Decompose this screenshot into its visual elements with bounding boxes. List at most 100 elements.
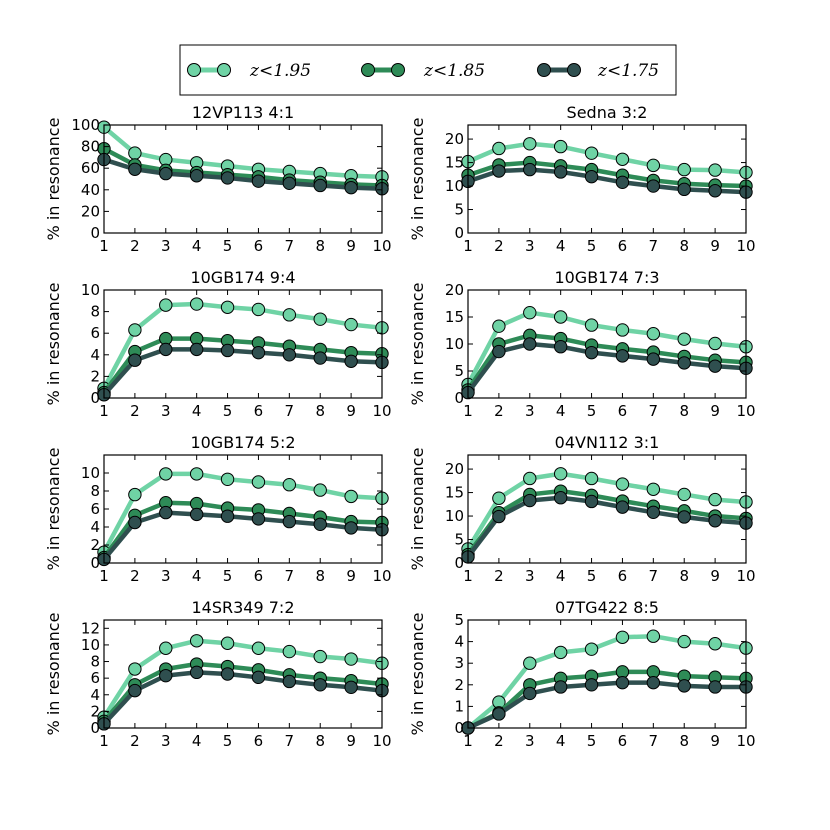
data-point (313, 351, 327, 365)
panel-title: 12VP113 4:1 (192, 103, 294, 122)
legend-label-1: z<1.85 (423, 61, 485, 81)
data-point (646, 505, 661, 519)
data-point (646, 352, 661, 366)
x-tick-label: 7 (649, 237, 659, 255)
x-tick-label: 1 (463, 567, 473, 585)
series-line-0 (466, 310, 747, 386)
x-tick-label: 3 (525, 237, 535, 255)
x-tick-label: 7 (649, 402, 659, 420)
series-group (461, 467, 753, 564)
y-tick-label: 0 (454, 224, 464, 242)
x-tick-label: 8 (679, 237, 689, 255)
data-point (282, 348, 297, 362)
x-tick-label: 3 (161, 567, 171, 585)
data-point (584, 318, 599, 332)
y-tick-label: 3 (454, 654, 464, 672)
data-point (128, 487, 142, 502)
y-tick-label: 10 (445, 335, 464, 353)
x-tick-label: 10 (736, 237, 755, 255)
y-tick-label: 12 (81, 619, 100, 637)
y-tick-label: 4 (90, 686, 100, 704)
y-tick-label: 5 (454, 201, 464, 219)
data-point (492, 491, 506, 505)
data-point (646, 179, 661, 193)
x-tick-label: 2 (494, 402, 504, 420)
x-tick-label: 7 (285, 567, 295, 585)
data-point (553, 310, 568, 324)
data-point (282, 308, 297, 322)
data-point (128, 515, 142, 530)
axes-frame (467, 619, 747, 729)
data-point (584, 169, 599, 184)
x-tick-label: 9 (710, 567, 720, 585)
data-point (523, 656, 537, 670)
y-tick-label: 20 (81, 202, 100, 220)
panel-title: 04VN112 3:1 (555, 433, 660, 452)
series-line-2 (102, 347, 383, 397)
y-tick-label: 80 (81, 138, 100, 156)
data-point (344, 489, 358, 504)
data-point (251, 302, 266, 317)
axes-frame (103, 619, 383, 729)
data-point (646, 158, 661, 173)
data-point (251, 670, 266, 685)
data-point (282, 176, 297, 191)
y-tick-label: 20 (445, 281, 464, 299)
legend-label-0: z<1.95 (249, 61, 311, 81)
data-point (615, 349, 630, 363)
series-line-0 (102, 125, 383, 180)
data-point (553, 491, 568, 505)
data-point (492, 164, 506, 178)
panel-title: 07TG422 8:5 (555, 598, 659, 617)
data-point (282, 644, 297, 659)
data-point (708, 359, 722, 373)
data-point (344, 317, 358, 332)
x-tick-label: 8 (315, 402, 325, 420)
x-tick-label: 7 (285, 237, 295, 255)
y-tick-label: 60 (81, 159, 100, 177)
x-tick-label: 10 (372, 567, 391, 585)
x-tick-label: 9 (710, 237, 720, 255)
x-tick-label: 10 (736, 732, 755, 750)
data-point (615, 675, 630, 690)
x-tick-label: 9 (346, 402, 356, 420)
y-axis-label: % in resonance (408, 118, 427, 241)
data-point (615, 500, 630, 514)
data-point (708, 680, 722, 694)
series-line-1 (102, 146, 383, 188)
data-point (313, 312, 327, 326)
legend-marker-0b (217, 63, 231, 77)
y-tick-label: 8 (90, 653, 100, 671)
data-point (677, 332, 691, 346)
x-tick-label: 10 (736, 402, 755, 420)
data-point (128, 323, 142, 337)
x-tick-label: 5 (587, 732, 597, 750)
legend-entry-0: z<1.95 (187, 61, 311, 81)
series-line-2 (467, 680, 746, 731)
x-tick-label: 8 (315, 237, 325, 255)
data-point (615, 152, 630, 166)
x-tick-label: 4 (192, 567, 202, 585)
data-point (313, 678, 327, 692)
series-line-2 (103, 157, 383, 191)
series-line-1 (102, 336, 383, 394)
y-tick-label: 2 (90, 367, 100, 385)
y-tick-label: 20 (445, 130, 464, 148)
x-tick-label: 2 (130, 402, 140, 420)
data-point (584, 678, 599, 692)
data-point (523, 137, 537, 151)
x-tick-label: 7 (285, 732, 295, 750)
data-point (553, 165, 568, 179)
series-group (461, 305, 753, 400)
data-point (615, 175, 630, 189)
series-line-1 (467, 160, 747, 189)
data-point (523, 493, 537, 508)
legend-marker-0a (187, 63, 201, 77)
data-point (677, 634, 691, 649)
data-point (492, 344, 506, 359)
series-line-1 (102, 661, 383, 723)
y-tick-label: 10 (445, 507, 464, 525)
series-line-2 (102, 510, 383, 561)
